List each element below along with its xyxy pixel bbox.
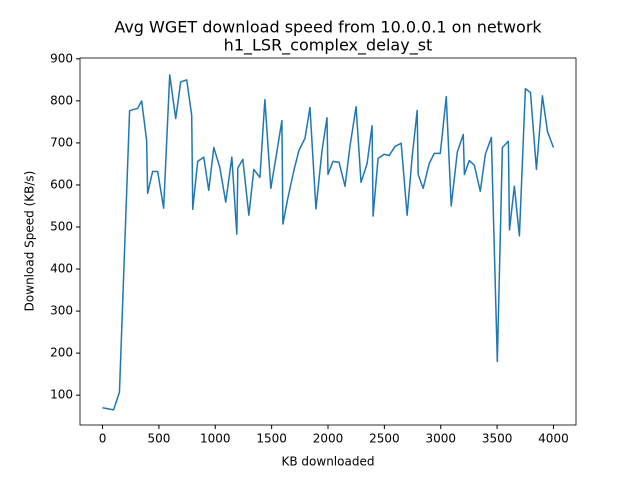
x-tick-label: 1500 xyxy=(256,432,287,446)
chart-title: Avg WGET download speed from 10.0.0.1 on… xyxy=(114,18,542,37)
x-tick-label: 500 xyxy=(147,432,170,446)
chart-title: h1_LSR_complex_delay_st xyxy=(224,36,433,56)
y-tick-label: 400 xyxy=(50,262,73,276)
x-tick-label: 3000 xyxy=(425,432,456,446)
y-axis-label: Download Speed (KB/s) xyxy=(23,171,37,312)
x-tick-label: 3500 xyxy=(482,432,513,446)
y-tick-label: 500 xyxy=(50,219,73,233)
x-axis-label: KB downloaded xyxy=(282,455,375,469)
x-tick-label: 4000 xyxy=(538,432,569,446)
y-tick-label: 100 xyxy=(50,388,73,402)
y-tick-label: 800 xyxy=(50,93,73,107)
plot-frame xyxy=(79,57,577,426)
y-tick-label: 300 xyxy=(50,304,73,318)
x-tick-label: 1000 xyxy=(200,432,231,446)
y-tick-label: 900 xyxy=(50,51,73,65)
x-tick-label: 2000 xyxy=(313,432,344,446)
x-tick-label: 2500 xyxy=(369,432,400,446)
y-tick-label: 600 xyxy=(50,177,73,191)
x-tick-label: 0 xyxy=(99,432,107,446)
data-line xyxy=(102,74,555,411)
y-tick-label: 200 xyxy=(50,346,73,360)
y-tick-label: 700 xyxy=(50,135,73,149)
